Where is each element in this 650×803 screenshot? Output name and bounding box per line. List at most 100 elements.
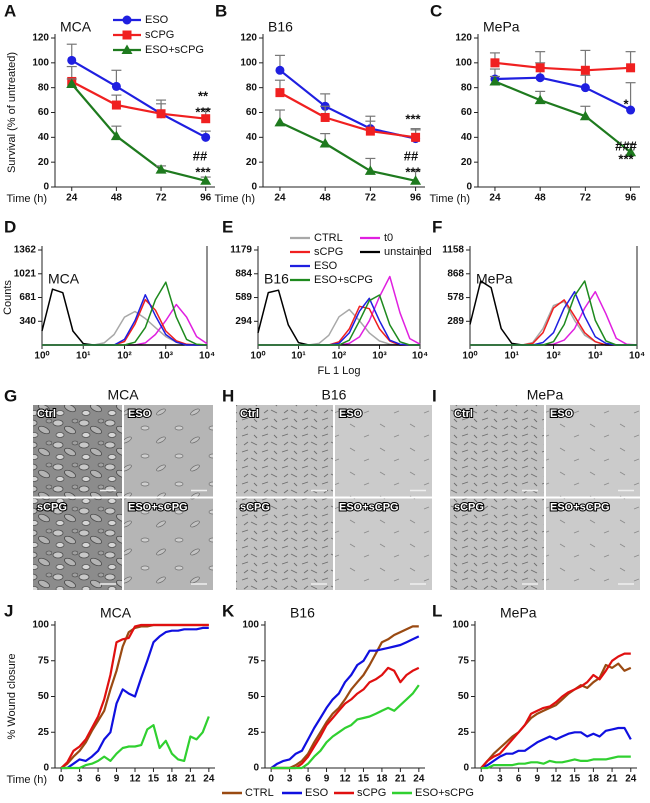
x-tick-label: 18 (588, 774, 600, 785)
y-tick-label: 80 (461, 82, 473, 93)
legend-label: t0 (384, 232, 393, 244)
point (489, 75, 501, 86)
x-tick-label: 10¹ (291, 351, 306, 362)
y-tick-label: 120 (455, 33, 472, 44)
x-tick-label: 21 (395, 774, 407, 785)
x-tick-label: 15 (358, 774, 370, 785)
y-axis-label: % Wound closure (6, 653, 18, 739)
legend-label: ESO (145, 14, 169, 26)
x-axis-label: Time (h) (6, 193, 47, 205)
micrograph-image (546, 498, 640, 590)
annotation: ## (404, 148, 419, 163)
panel-label: A (4, 1, 16, 20)
annotation: *** (405, 164, 421, 179)
y-tick-label: 25 (458, 727, 470, 738)
panel: D MCA 340 681 1021 1362 10⁰ 10¹ 10² 10³ 10⁴ Counts (2, 217, 215, 361)
y-tick-label: 40 (246, 132, 258, 143)
y-tick-label: 1179 (230, 245, 252, 256)
tile-label: ESO (550, 408, 574, 420)
panel: K B16 0 25 50 75 100 0 3 6 9 12 15 18 21 24 (222, 601, 425, 785)
x-tick-label: 9 (324, 774, 330, 785)
y-tick-label: 0 (43, 182, 49, 193)
micrograph-panel: H B16 Ctrl ESO sCPG ESO+sCPG (222, 386, 432, 590)
micrograph-image (236, 498, 333, 590)
legend: CTRL t0 sCPG unstained ESO ESO+sCPG (290, 232, 432, 286)
point (579, 110, 591, 121)
micrograph-image (236, 405, 333, 497)
x-axis-label: Time (h) (429, 193, 470, 205)
y-tick-label: 589 (235, 292, 252, 303)
panel: E B16 294 589 884 1179 10⁰ 10¹ 10² 10³ 10⁴ FL 1 Log… (222, 217, 432, 376)
point (275, 88, 285, 98)
x-axis-label: Time (h) (6, 774, 47, 786)
x-tick-label: 24 (413, 774, 425, 785)
y-tick-label: 60 (461, 107, 473, 118)
panel-label: C (430, 1, 442, 20)
series-line (279, 121, 416, 182)
panel-label: F (432, 217, 442, 236)
point (411, 132, 421, 142)
point (66, 78, 78, 88)
y-tick-label: 884 (235, 268, 252, 279)
panel-title: B16 (290, 605, 315, 621)
x-tick-label: 15 (569, 774, 581, 785)
micrograph-panel: G MCA Ctrl ESO sCPG ESO+sCPG (4, 386, 213, 590)
series-line (494, 76, 632, 111)
point (535, 63, 545, 73)
x-axis-label: FL 1 Log (317, 365, 360, 377)
y-tick-label: 80 (38, 82, 50, 93)
x-tick-label: 12 (339, 774, 351, 785)
series-line (42, 281, 208, 346)
x-tick-label: 96 (410, 193, 422, 204)
x-tick-label: 18 (166, 774, 178, 785)
legend-label: ESO (305, 787, 329, 799)
tile-label: sCPG (454, 501, 484, 513)
x-tick-label: 72 (365, 193, 377, 204)
series-line (71, 59, 207, 139)
point (274, 116, 286, 127)
y-tick-label: 100 (242, 620, 259, 631)
y-tick-label: 100 (32, 620, 49, 631)
annotation: ## (193, 148, 208, 163)
panel-label: H (222, 386, 234, 405)
tile-label: Ctrl (240, 408, 259, 420)
x-tick-label: 96 (625, 193, 637, 204)
legend-label: unstained (384, 246, 432, 258)
x-tick-label: 24 (625, 774, 637, 785)
point (201, 132, 211, 142)
y-tick-label: 578 (447, 292, 464, 303)
x-tick-label: 12 (550, 774, 562, 785)
legend-marker (122, 30, 132, 40)
y-tick-label: 25 (38, 727, 50, 738)
panel-label: D (4, 217, 16, 236)
y-tick-label: 50 (248, 691, 260, 702)
series-line (70, 83, 206, 182)
point (410, 175, 422, 185)
y-tick-label: 289 (447, 316, 464, 327)
x-tick-label: 9 (114, 774, 120, 785)
x-tick-label: 18 (376, 774, 388, 785)
panel-title: MCA (100, 605, 132, 621)
y-tick-label: 75 (458, 655, 470, 666)
x-tick-label: 24 (66, 193, 78, 204)
x-tick-label: 0 (58, 774, 64, 785)
series-line (480, 652, 631, 769)
y-tick-label: 1362 (14, 245, 37, 256)
micrograph-image (33, 405, 122, 497)
panel-label: I (432, 386, 437, 405)
x-tick-label: 10² (546, 351, 561, 362)
series-line (42, 294, 207, 346)
series-line (60, 623, 209, 769)
y-tick-label: 1021 (14, 268, 37, 279)
x-tick-label: 24 (203, 774, 215, 785)
panel-label: G (4, 386, 17, 405)
point (364, 165, 376, 175)
tile-label: sCPG (240, 501, 270, 513)
annotation: ### (615, 138, 637, 153)
legend-label: ESO+sCPG (314, 274, 373, 286)
x-tick-label: 21 (185, 774, 197, 785)
micrograph-image (335, 405, 432, 497)
y-tick-label: 0 (251, 182, 257, 193)
point (320, 112, 330, 122)
